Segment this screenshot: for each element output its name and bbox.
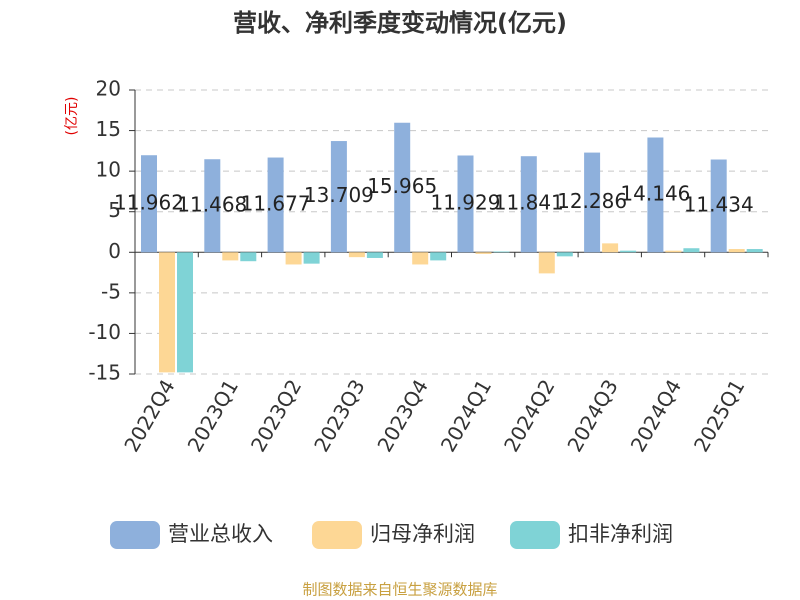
y-tick-label: 15 xyxy=(96,117,121,141)
legend-label: 归母净利润 xyxy=(370,522,475,546)
bar xyxy=(222,252,239,261)
y-tick-label: 10 xyxy=(96,158,121,182)
bar xyxy=(285,252,302,265)
bar xyxy=(538,252,555,274)
y-tick-label: -10 xyxy=(88,320,121,344)
bar xyxy=(683,248,700,253)
y-tick-label: -15 xyxy=(88,361,121,385)
y-tick-label: 5 xyxy=(108,198,121,222)
x-tick-label: 2023Q3 xyxy=(309,375,369,456)
bar xyxy=(412,252,429,265)
bar xyxy=(303,252,320,264)
legend-swatch xyxy=(110,521,160,549)
x-tick-label: 2023Q2 xyxy=(246,375,306,456)
chart-title: 营收、净利季度变动情况(亿元) xyxy=(233,9,567,37)
bar xyxy=(240,252,257,262)
bar xyxy=(177,252,193,373)
data-label: 11.841 xyxy=(494,191,564,215)
bar xyxy=(430,252,447,261)
bar xyxy=(520,156,537,253)
data-label: 12.286 xyxy=(557,189,627,213)
x-tick-label: 2023Q1 xyxy=(183,375,243,456)
bar xyxy=(204,159,221,253)
x-tick-label: 2024Q3 xyxy=(562,375,622,456)
bar xyxy=(647,137,664,253)
bar xyxy=(746,249,763,253)
legend-swatch xyxy=(312,521,362,549)
bar xyxy=(584,152,601,253)
bar xyxy=(348,252,365,258)
data-label: 11.962 xyxy=(114,190,184,214)
bar xyxy=(457,155,474,253)
x-tick-label: 2022Q4 xyxy=(119,375,179,456)
bar xyxy=(620,250,637,253)
bar xyxy=(493,251,510,253)
y-axis-label: (亿元) xyxy=(64,97,80,136)
data-label: 13.709 xyxy=(304,183,374,207)
bar xyxy=(710,159,727,253)
data-label: 11.929 xyxy=(431,190,501,214)
y-tick-label: -5 xyxy=(101,279,121,303)
x-tick-label: 2024Q1 xyxy=(436,375,496,456)
bar xyxy=(556,252,573,257)
source: 制图数据来自恒生聚源数据库 xyxy=(302,581,497,599)
bar xyxy=(475,252,492,254)
bar xyxy=(141,155,157,253)
legend-swatch xyxy=(510,521,560,549)
bar xyxy=(665,250,682,253)
data-label: 11.468 xyxy=(177,192,247,216)
x-tick-label: 2023Q4 xyxy=(372,375,432,456)
x-tick-label: 2025Q1 xyxy=(689,375,749,456)
y-tick-label: 20 xyxy=(96,77,121,101)
bar xyxy=(330,141,347,253)
bar xyxy=(728,249,745,253)
data-label: 11.434 xyxy=(684,192,754,216)
x-tick-label: 2024Q4 xyxy=(626,375,686,456)
data-label: 14.146 xyxy=(620,181,690,205)
bar xyxy=(159,252,175,373)
bar xyxy=(267,157,284,253)
x-tick-label: 2024Q2 xyxy=(499,375,559,456)
bar xyxy=(394,122,411,253)
bar xyxy=(366,252,383,258)
data-label: 11.677 xyxy=(241,191,311,215)
bar xyxy=(602,243,619,253)
legend-label: 营业总收入 xyxy=(168,522,273,546)
y-tick-label: 0 xyxy=(108,239,121,263)
data-label: 15.965 xyxy=(367,174,437,198)
legend-label: 扣非净利润 xyxy=(568,522,673,546)
